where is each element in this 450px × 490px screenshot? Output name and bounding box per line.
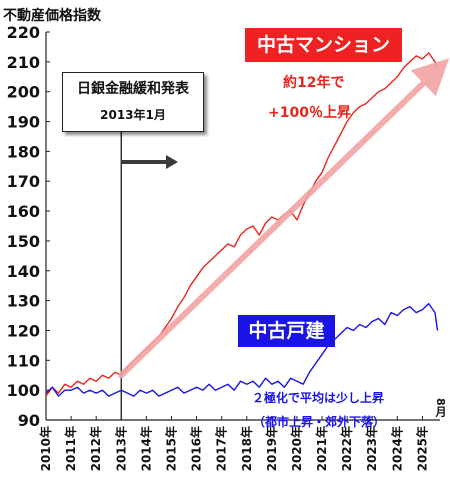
x-tick-label: 2011年: [63, 426, 78, 471]
x-tick-label: 2010年: [38, 426, 53, 471]
last-month-label: 8月: [434, 398, 447, 417]
y-tick-label: 140: [7, 262, 40, 281]
x-tick-label: 2018年: [239, 426, 254, 471]
x-tick-label: 2017年: [214, 426, 229, 471]
y-tick-label: 210: [7, 53, 40, 72]
boj-announcement-box: 日銀金融緩和発表 2013年1月: [62, 72, 204, 132]
x-tick-label: 2019年: [264, 426, 279, 471]
boj-announcement-date: 2013年1月: [100, 108, 166, 122]
y-tick-label: 170: [7, 172, 40, 191]
y-tick-label: 150: [7, 232, 40, 251]
x-tick-label: 2012年: [88, 426, 103, 471]
x-tick-label: 2020年: [289, 426, 304, 471]
mansion-series-line: [45, 52, 439, 397]
y-tick-label: 130: [7, 292, 40, 311]
y-tick-label: 90: [18, 411, 40, 430]
y-tick-label: 120: [7, 321, 40, 340]
y-tick-label: 180: [7, 142, 40, 161]
house-legend-label: 中古戸建: [238, 315, 335, 347]
x-tick-label: 2016年: [189, 426, 204, 471]
x-tick-label: 2023年: [364, 426, 379, 471]
x-tick-label: 2024年: [389, 426, 404, 471]
y-tick-label: 190: [7, 113, 40, 132]
x-tick-label: 2021年: [314, 426, 329, 471]
polarization-note-line2: （都市上昇・郊外下落）: [253, 415, 386, 429]
boj-announcement-title: 日銀金融緩和発表: [77, 81, 189, 97]
boj-arrow-head: [166, 155, 178, 169]
polarization-note-line1: ２極化で平均は少し上昇: [252, 391, 385, 405]
y-tick-label: 220: [7, 23, 40, 42]
y-tick-label: 160: [7, 202, 40, 221]
x-tick-label: 2013年: [113, 426, 128, 471]
plot-area: 90 100 110 120 130 140 150 160 170 180 190 200 210 22…: [7, 23, 450, 471]
growth-annotation-line1: 約12年で: [283, 75, 345, 91]
x-tick-label: 2025年: [414, 426, 429, 471]
chart-title: 不動産価格指数: [3, 8, 101, 24]
x-tick-label: 2022年: [339, 426, 354, 471]
y-tick-label: 110: [7, 351, 40, 370]
y-tick-label: 100: [7, 381, 40, 400]
trend-arrow: [118, 58, 450, 379]
house-series-line: [45, 302, 439, 397]
x-tick-label: 2015年: [163, 426, 178, 471]
x-tick-label: 2014年: [138, 426, 153, 471]
y-tick-label: 200: [7, 83, 40, 102]
mansion-legend-label: 中古マンション: [245, 28, 402, 62]
growth-annotation-line2: +100％上昇: [268, 105, 351, 121]
